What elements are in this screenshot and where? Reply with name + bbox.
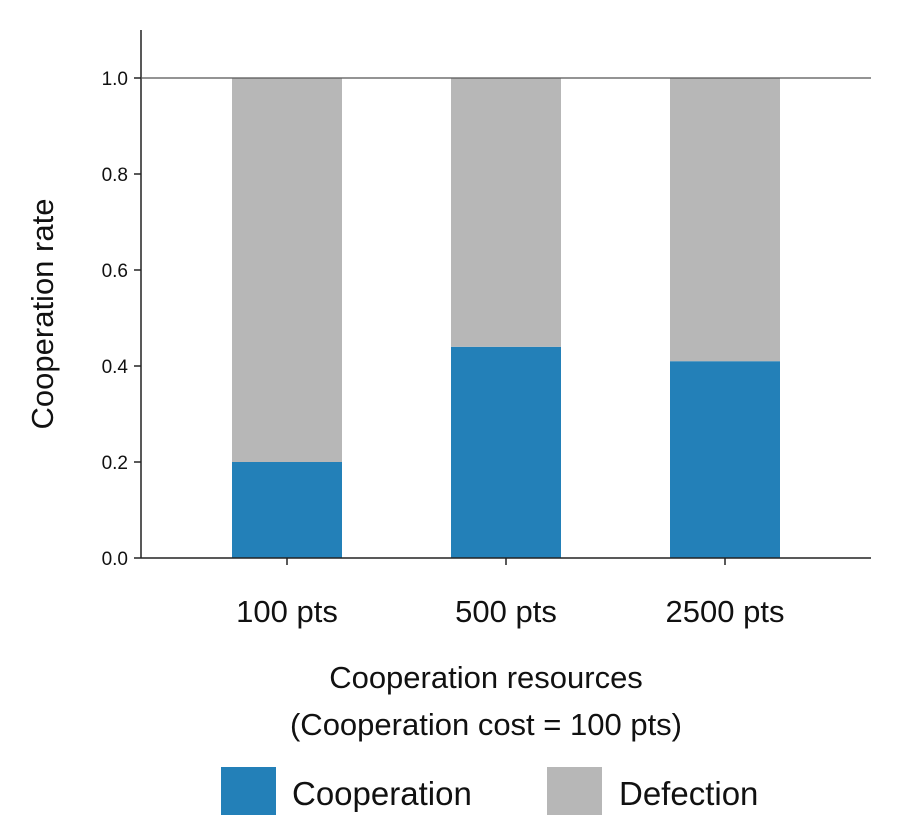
- bars-layer: [232, 78, 780, 558]
- x-category-label-1: 100 pts: [236, 594, 338, 629]
- y-tick-label-1: 0.2: [102, 453, 128, 474]
- legend-label-cooperation: Cooperation: [292, 775, 472, 812]
- bar-cooperation-2: [451, 346, 561, 558]
- bar-cooperation-1: [232, 462, 342, 558]
- x-category-label-2: 500 pts: [455, 594, 557, 629]
- x-axis-title-line-1: Cooperation resources: [329, 660, 643, 695]
- y-tick-label-0: 0.0: [102, 549, 128, 570]
- bar-cooperation-3: [670, 361, 780, 558]
- y-tick-label-4: 0.8: [102, 165, 128, 186]
- y-axis-title: Cooperation rate: [25, 199, 60, 430]
- labels-layer: Cooperation rate Cooperation resources (…: [25, 199, 682, 742]
- y-tick-label-3: 0.6: [102, 261, 128, 282]
- legend-label-defection: Defection: [619, 775, 758, 812]
- x-axis-title-line-2: (Cooperation cost = 100 pts): [290, 707, 682, 742]
- ticks-layer: 0.0 0.2 0.4 0.6 0.8 1.0 100 pts 500 pts 2500 pts: [102, 69, 785, 629]
- bar-defection-2: [451, 78, 561, 347]
- x-category-label-3: 2500 pts: [666, 594, 785, 629]
- legend-swatch-cooperation: [221, 767, 276, 815]
- legend: Cooperation Defection: [221, 767, 758, 815]
- legend-swatch-defection: [547, 767, 602, 815]
- y-tick-label-5: 1.0: [102, 69, 128, 90]
- bar-defection-1: [232, 78, 342, 462]
- bar-defection-3: [670, 78, 780, 362]
- y-tick-label-2: 0.4: [102, 357, 129, 378]
